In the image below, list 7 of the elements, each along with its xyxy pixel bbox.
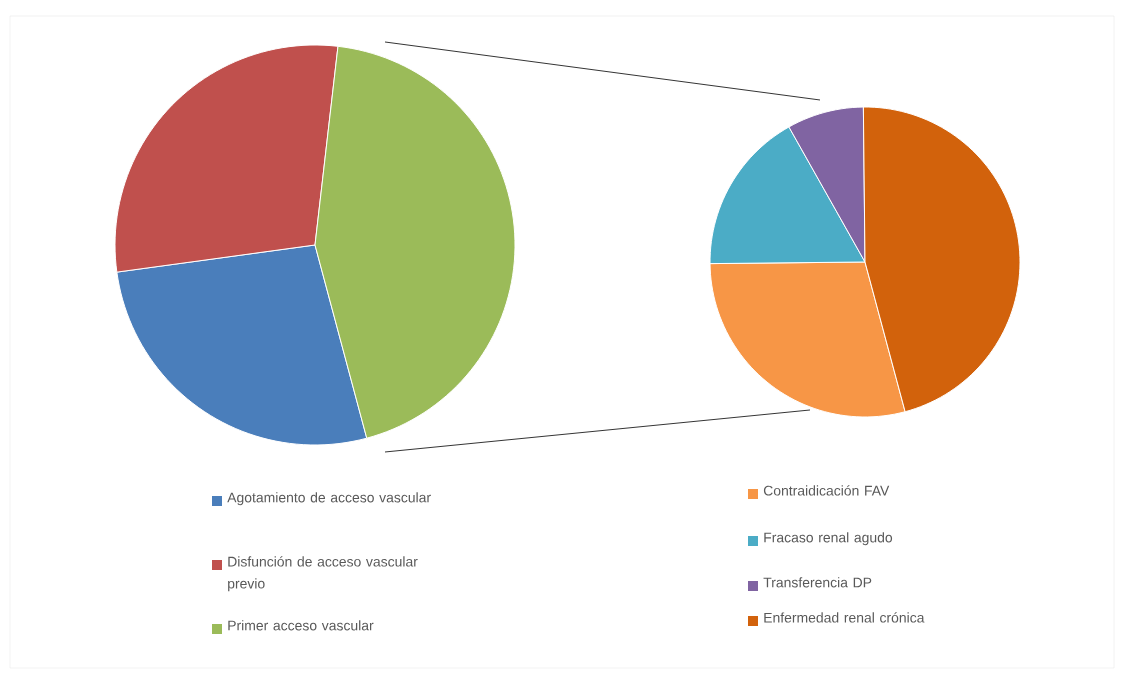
- legend-label: Primer acceso vascular: [228, 620, 374, 631]
- legend-label: Enfermedad renal crónica: [764, 612, 925, 623]
- legend-label: Transferencia DP: [763, 577, 872, 588]
- legend-label: Fracaso renal agudo: [764, 532, 893, 546]
- legend-label: Contraidicación FAV: [763, 485, 890, 496]
- legend-label: Disfunción de acceso vascular previo: [228, 556, 418, 592]
- legend-label: Agotamiento de acceso vascular: [227, 492, 431, 506]
